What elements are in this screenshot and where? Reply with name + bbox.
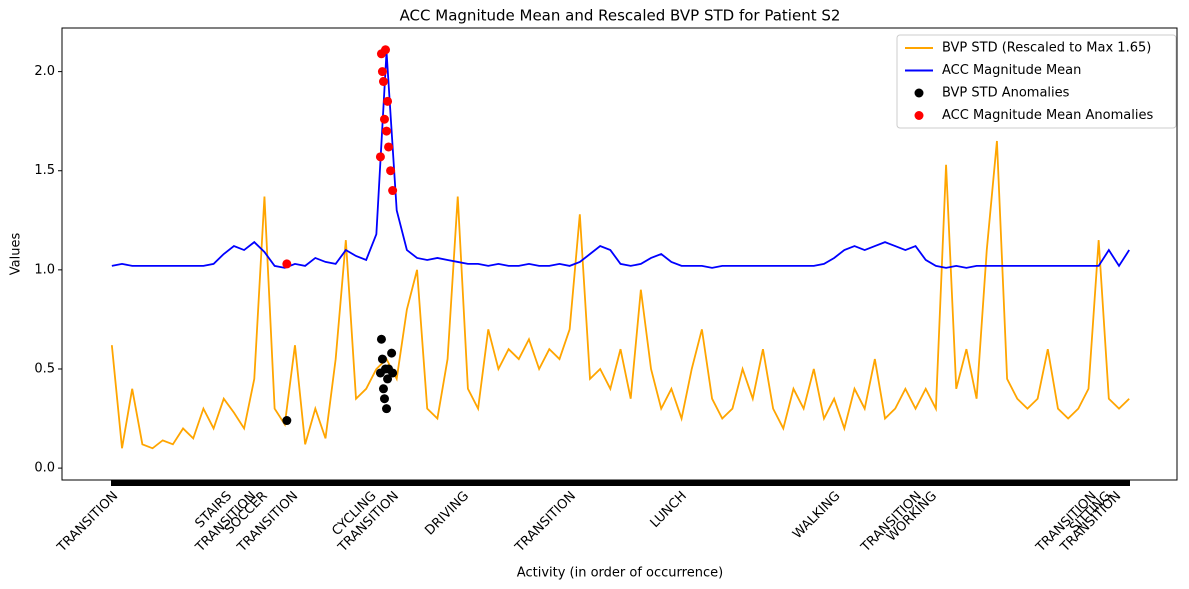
series-line <box>111 51 1130 269</box>
anomaly-point <box>282 416 292 426</box>
legend-label: BVP STD Anomalies <box>942 86 1070 101</box>
y-tick-label: 0.0 <box>34 461 55 476</box>
anomaly-point <box>382 126 392 136</box>
series-line <box>110 140 1130 450</box>
dense-ticks <box>111 480 1130 486</box>
anomaly-point <box>377 354 387 364</box>
anomaly-point <box>388 186 398 196</box>
legend: BVP STD (Rescaled to Max 1.65) ACC Magnit… <box>896 34 1177 129</box>
legend-frame <box>896 34 1177 129</box>
y-tick-label: 1.0 <box>34 262 55 277</box>
anomaly-point <box>282 259 292 269</box>
anomaly-point <box>387 348 397 358</box>
x-tick-label: LUNCH <box>648 489 690 531</box>
anomaly-point <box>379 394 389 404</box>
anomaly-point <box>379 114 389 124</box>
legend-label: ACC Magnitude Mean Anomalies <box>942 108 1153 123</box>
anomaly-point <box>378 384 388 394</box>
anomaly-point <box>383 374 393 384</box>
x-tick-label: TRANSITION <box>54 489 121 556</box>
y-tick-label: 1.5 <box>34 163 55 178</box>
y-tick-label: 0.5 <box>34 361 55 376</box>
legend-swatch <box>914 111 924 120</box>
anomaly-point <box>376 334 386 344</box>
anomaly-point <box>388 368 398 378</box>
anomaly-point <box>375 152 385 162</box>
anomaly-point <box>384 142 394 152</box>
anomaly-point <box>383 96 393 106</box>
x-tick-label: TRANSITION <box>512 489 579 556</box>
legend-label: BVP STD (Rescaled to Max 1.65) <box>942 41 1151 56</box>
x-tick-label: WALKING <box>790 489 843 542</box>
x-tick-label: DRIVING <box>422 489 472 539</box>
anomaly-point <box>377 67 387 77</box>
anomaly-point <box>382 404 392 414</box>
anomaly-point <box>378 77 388 87</box>
anomaly-point <box>381 45 391 55</box>
chart-title: ACC Magnitude Mean and Rescaled BVP STD … <box>400 7 841 25</box>
y-tick-label: 2.0 <box>34 64 55 79</box>
legend-label: ACC Magnitude Mean <box>942 63 1081 78</box>
x-axis-label: Activity (in order of occurrence) <box>517 566 723 581</box>
y-axis-label: Values <box>9 233 24 276</box>
anomaly-point <box>386 166 396 176</box>
legend-swatch <box>914 88 924 98</box>
